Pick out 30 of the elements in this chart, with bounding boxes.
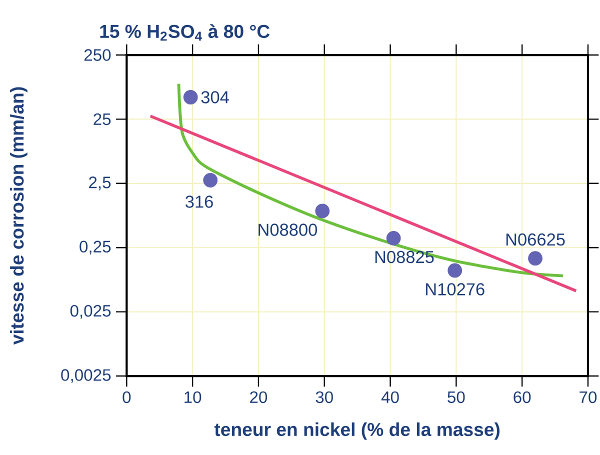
y-tick-label: 0,0025 <box>61 369 111 383</box>
x-tick-label: 50 <box>448 391 465 404</box>
y-tick-label: 0,25 <box>80 240 111 254</box>
annotation: N06625 <box>506 233 565 246</box>
y-axis-title: vitesse de corrosion (mm/an) <box>10 87 28 345</box>
point <box>448 263 462 278</box>
chart-title: 15 % H$_{2}$SO$_{4}$ à 80 °C <box>100 24 270 41</box>
point <box>183 90 198 104</box>
x-tick-label: 30 <box>316 391 333 404</box>
annotation: 304 <box>201 91 229 104</box>
x-tick-label: 20 <box>250 391 268 404</box>
annotation: N08800 <box>258 224 318 236</box>
point <box>203 173 218 188</box>
annotation: N08825 <box>375 250 434 264</box>
x-tick-label: 40 <box>381 391 399 404</box>
line-series <box>177 82 564 278</box>
x-tick-label: 10 <box>184 391 202 404</box>
y-tick-label: 0,025 <box>70 304 111 319</box>
x-tick-label: 0 <box>122 391 131 404</box>
point <box>528 251 542 266</box>
y-tick-label: 25 <box>94 113 111 126</box>
y-tick-label: 250 <box>84 49 111 61</box>
annotation: 316 <box>186 196 213 208</box>
x-tick-label: 70 <box>580 391 597 404</box>
point <box>315 204 330 218</box>
x-tick-label: 60 <box>514 391 531 404</box>
annotation: N10276 <box>426 283 484 296</box>
y-tick-label: 2,5 <box>89 176 111 190</box>
x-axis-title: teneur en nickel (% de la masse) <box>214 422 500 440</box>
point <box>386 231 401 246</box>
